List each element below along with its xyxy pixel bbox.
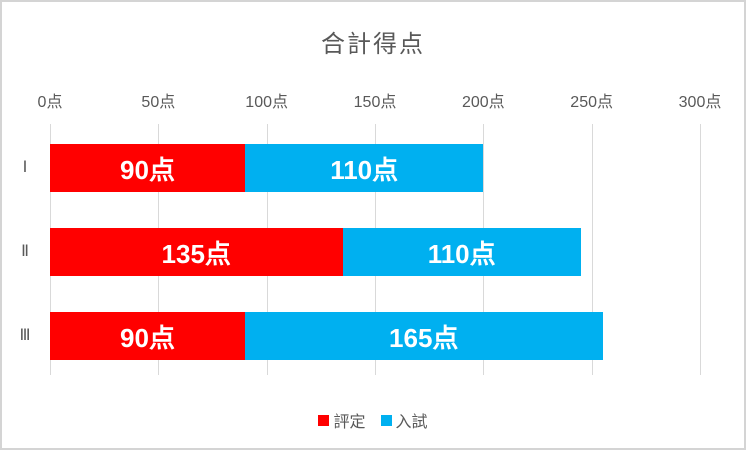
plot-area: 90点 110点 135点 110点 90点 165点	[50, 124, 701, 375]
bar-segment-series-1: 135点	[50, 228, 343, 276]
legend-swatch	[318, 414, 330, 426]
x-axis-tick-label: 200点	[461, 94, 505, 111]
bar-segment-series-2: 110点	[342, 228, 581, 276]
gridline	[700, 124, 701, 375]
bar-segment-series-1: 90点	[50, 312, 245, 360]
category-label: Ⅱ	[21, 243, 29, 260]
legend-swatch	[380, 414, 392, 426]
chart-title: 合計得点	[321, 31, 425, 58]
x-axis-tick-label: 50点	[141, 94, 176, 111]
legend-item-series-2: 入試	[380, 408, 428, 432]
bar-data-label: 165点	[389, 322, 459, 353]
bar-data-label: 90点	[120, 154, 175, 185]
category-label: Ⅲ	[19, 327, 31, 344]
legend-label: 評定	[333, 414, 366, 431]
x-axis-tick-label: 300点	[678, 94, 722, 111]
x-axis-tick-label: 0点	[37, 94, 63, 111]
bar-data-label: 90点	[120, 322, 175, 353]
bar-segment-series-2: 110点	[245, 144, 484, 192]
legend-item-series-1: 評定	[318, 408, 366, 432]
legend: 評定 入試	[2, 408, 744, 432]
bar-data-label: 110点	[427, 238, 496, 269]
bar-segment-series-2: 165点	[245, 312, 603, 360]
bar-data-label: 135点	[161, 238, 231, 269]
bar-segment-series-1: 90点	[50, 144, 245, 192]
x-axis-tick-label: 250点	[570, 94, 613, 111]
bar-data-label: 110点	[330, 154, 399, 185]
gridline	[591, 124, 593, 375]
x-axis-tick-label: 100点	[245, 94, 288, 111]
x-axis-tick-label: 150点	[353, 94, 397, 111]
category-label: Ⅰ	[22, 159, 28, 176]
legend-label: 入試	[395, 414, 428, 431]
